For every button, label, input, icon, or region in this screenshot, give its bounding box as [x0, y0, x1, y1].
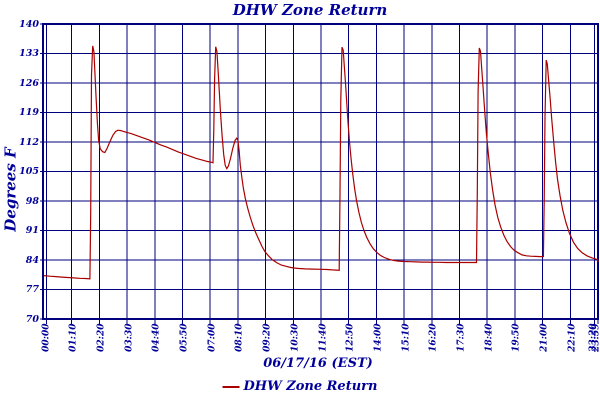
- legend-label: DHW Zone Return: [243, 379, 378, 394]
- y-tick-label: 112: [19, 136, 39, 148]
- x-tick-label: 22:10: [567, 323, 578, 352]
- y-tick-label: 70: [25, 313, 39, 325]
- y-tick-label: 77: [25, 284, 39, 295]
- x-end-tick-label: 23:59: [591, 323, 600, 352]
- x-tick-label: 19:50: [511, 323, 522, 352]
- y-tick-label: 119: [19, 107, 39, 118]
- y-tick-label: 133: [19, 48, 39, 59]
- x-tick-label: 00:00: [41, 323, 51, 352]
- legend-line-swatch: [222, 385, 240, 388]
- y-tick-label: 140: [19, 18, 39, 30]
- x-tick-label: 16:20: [428, 323, 439, 352]
- y-tick-label: 84: [25, 254, 39, 266]
- x-tick-label: 17:30: [456, 323, 467, 352]
- x-tick-label: 07:00: [207, 323, 218, 352]
- x-tick-label: 15:10: [401, 323, 412, 352]
- grid-lines: [40, 23, 599, 324]
- y-tick-label: 98: [25, 195, 39, 207]
- x-tick-label: 01:10: [68, 323, 79, 352]
- x-tick-label: 02:20: [96, 323, 107, 352]
- x-tick-label: 09:20: [262, 323, 273, 352]
- x-tick-label: 10:30: [290, 323, 301, 352]
- x-tick-label: 12:50: [345, 323, 356, 352]
- x-tick-label: 03:30: [124, 323, 135, 352]
- legend: DHW Zone Return: [222, 379, 378, 394]
- x-tick-label: 18:40: [484, 323, 495, 352]
- chart-title: DHW Zone Return: [232, 1, 388, 19]
- x-axis-date-label: 06/17/16 (EST): [263, 356, 373, 371]
- x-tick-label: 21:00: [539, 323, 550, 352]
- x-tick-label: 08:10: [234, 323, 245, 352]
- series-line-dhw-zone-return: [43, 45, 599, 280]
- x-tick-label: 11:40: [318, 323, 328, 352]
- plot-border: [42, 23, 599, 320]
- x-tick-label: 14:00: [373, 323, 384, 352]
- y-tick-label: 126: [19, 77, 39, 89]
- y-tick-label: 91: [25, 225, 39, 236]
- x-tick-label: 05:50: [179, 323, 190, 352]
- x-tick-label: 04:40: [151, 323, 162, 352]
- y-tick-label: 105: [19, 166, 39, 177]
